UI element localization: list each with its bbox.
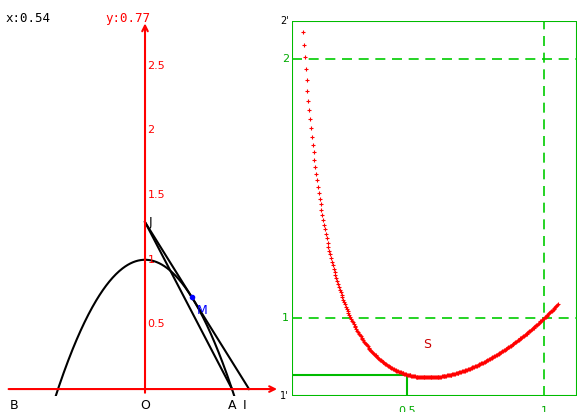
Text: 2.5: 2.5 bbox=[147, 61, 166, 71]
Text: A: A bbox=[228, 399, 236, 412]
Text: 1.5: 1.5 bbox=[147, 190, 165, 200]
Text: 1: 1 bbox=[282, 313, 289, 323]
Text: 0.5: 0.5 bbox=[147, 319, 165, 330]
Text: I: I bbox=[243, 399, 247, 412]
Text: S: S bbox=[423, 338, 431, 351]
Text: 1: 1 bbox=[540, 406, 547, 412]
Text: M: M bbox=[196, 304, 207, 317]
Text: x:0.54: x:0.54 bbox=[6, 12, 51, 26]
Text: B: B bbox=[10, 399, 19, 412]
Text: 1: 1 bbox=[147, 255, 154, 265]
Text: J: J bbox=[149, 215, 152, 229]
Text: 2': 2' bbox=[280, 16, 289, 26]
Text: 0.5: 0.5 bbox=[398, 406, 416, 412]
Text: y:0.77: y:0.77 bbox=[105, 12, 150, 26]
Text: 2: 2 bbox=[147, 126, 154, 136]
Text: O: O bbox=[140, 399, 150, 412]
Text: 1': 1' bbox=[280, 391, 289, 400]
Text: 2: 2 bbox=[282, 54, 289, 64]
